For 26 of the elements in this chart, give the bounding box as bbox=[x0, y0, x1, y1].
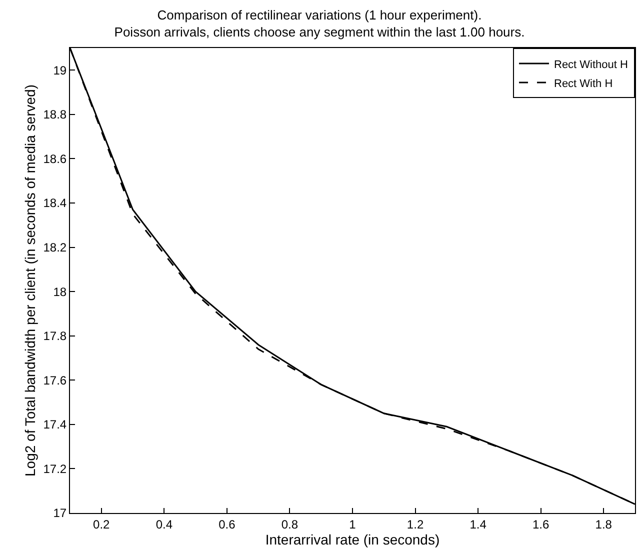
x-tick-label: 1.6 bbox=[532, 517, 550, 532]
y-tick-label: 18 bbox=[53, 284, 67, 299]
legend-label: Rect Without H bbox=[554, 58, 628, 71]
x-tick-label: 0.8 bbox=[281, 517, 298, 532]
y-tick-label: 19 bbox=[53, 63, 67, 78]
y-tick-label: 17.6 bbox=[43, 373, 67, 388]
legend-label: Rect With H bbox=[554, 78, 613, 90]
y-tick-label: 17.2 bbox=[43, 462, 67, 476]
x-tick-label: 1 bbox=[349, 517, 356, 532]
y-tick-label: 18.4 bbox=[43, 196, 67, 210]
y-axis-title: Log2 of Total bandwidth per client (in seconds of media served) bbox=[22, 84, 38, 476]
x-tick-label: 1.4 bbox=[470, 517, 487, 532]
x-tick-label: 0.2 bbox=[93, 517, 110, 532]
y-tick-label: 18.8 bbox=[43, 108, 67, 122]
x-tick-label: 1.2 bbox=[406, 517, 424, 532]
y-tick-label: 18.6 bbox=[43, 152, 67, 166]
y-tick-label: 17 bbox=[53, 506, 67, 520]
y-tick-label: 17.4 bbox=[43, 418, 67, 432]
chart-title: Comparison of rectilinear variations (1 hour experiment). bbox=[157, 7, 482, 22]
x-tick-label: 1.8 bbox=[595, 517, 612, 532]
y-tick-label: 18.2 bbox=[43, 240, 67, 254]
x-axis-title: Interarrival rate (in seconds) bbox=[265, 532, 440, 548]
chart-subtitle: Poisson arrivals, clients choose any segment within the last 1.00 hours. bbox=[114, 24, 525, 40]
x-tick-label: 0.4 bbox=[156, 517, 173, 532]
y-tick-label: 17.8 bbox=[43, 329, 67, 344]
x-tick-label: 0.6 bbox=[218, 517, 236, 532]
